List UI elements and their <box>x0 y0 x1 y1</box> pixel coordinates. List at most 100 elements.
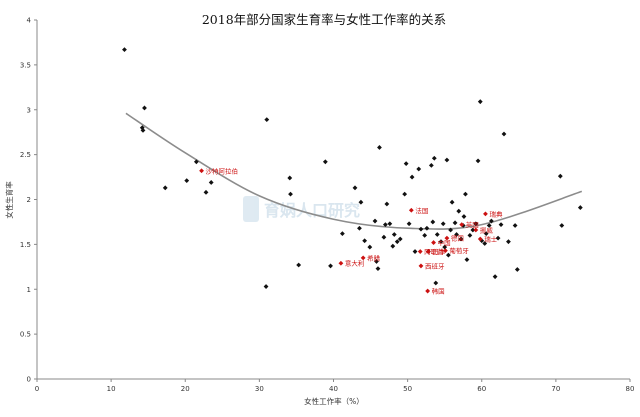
y-tick-label: 2.5 <box>20 151 31 159</box>
data-point <box>438 239 444 245</box>
data-point <box>440 221 446 227</box>
data-point <box>397 236 403 242</box>
data-point <box>362 238 368 244</box>
data-point <box>263 284 269 289</box>
point-label: 西班牙 <box>425 261 445 270</box>
x-tick-label: 70 <box>551 385 560 393</box>
data-point <box>387 221 393 227</box>
data-point <box>454 232 459 237</box>
data-point <box>445 252 451 258</box>
point-label: 瑞典 <box>489 209 503 218</box>
data-point <box>433 280 439 286</box>
data-point <box>208 180 214 185</box>
data-point <box>458 236 464 242</box>
data-point <box>418 226 424 232</box>
data-point <box>328 263 333 269</box>
x-tick-label: 60 <box>477 385 486 393</box>
data-point <box>434 232 440 237</box>
data-point <box>203 189 209 195</box>
highlighted-data-point <box>199 168 204 174</box>
data-point <box>193 159 199 165</box>
data-point <box>139 125 145 131</box>
data-point <box>442 244 448 250</box>
data-point <box>422 233 428 238</box>
data-point <box>357 225 362 231</box>
point-label: 阿联酋 <box>424 247 444 256</box>
data-point <box>377 145 382 150</box>
highlighted-data-point <box>417 249 423 254</box>
data-point <box>482 241 488 246</box>
y-tick-label: 2 <box>27 196 31 204</box>
trendline-curve <box>125 112 583 230</box>
point-label: 中国 <box>438 238 451 247</box>
point-label: 希腊 <box>367 253 381 262</box>
highlighted-data-point <box>360 255 366 261</box>
highlighted-data-point <box>338 260 344 266</box>
watermark-logo-icon <box>243 196 259 222</box>
data-point <box>390 243 396 249</box>
axes: 0 10 20 30 40 50 60 70 80 0 0.5 1 1.5 2 2.5 3 3.5 4 <box>20 17 635 394</box>
data-point <box>339 231 345 237</box>
point-label: 德国 <box>451 234 464 243</box>
y-tick-label: 1.5 <box>20 241 31 249</box>
data-point <box>358 199 364 205</box>
watermark-text: 育娲人口研究 <box>264 201 360 220</box>
data-point <box>461 214 467 219</box>
y-tick-label: 0 <box>27 376 31 384</box>
x-axis-label: 女性工作率（%） <box>304 396 364 406</box>
highlighted-data-point <box>477 236 483 242</box>
data-point <box>264 117 270 123</box>
data-point <box>322 159 328 165</box>
data-point <box>577 205 583 210</box>
data-point <box>428 162 434 168</box>
data-point <box>412 249 418 254</box>
highlighted-data-point <box>443 248 448 254</box>
data-point <box>464 257 470 263</box>
x-tick-label: 30 <box>255 385 264 393</box>
data-point <box>470 227 476 233</box>
data-point <box>384 201 390 207</box>
x-tick-label: 10 <box>107 385 116 393</box>
data-point <box>444 157 450 163</box>
data-points <box>122 47 583 294</box>
data-point <box>501 131 507 137</box>
chart-title: 2018年部分国家生育率与女性工作率的关系 <box>202 12 446 27</box>
highlighted-data-point <box>408 207 414 213</box>
data-point <box>375 266 381 272</box>
data-point <box>463 191 468 197</box>
x-tick-label: 50 <box>403 385 412 393</box>
x-tick-label: 40 <box>329 385 338 393</box>
point-label: 法国 <box>415 206 428 215</box>
data-point <box>382 222 388 228</box>
point-label: 瑞士 <box>484 234 498 243</box>
data-point <box>473 221 479 227</box>
point-label: 日本 <box>432 247 446 256</box>
data-point <box>430 219 436 225</box>
data-point <box>486 223 492 228</box>
data-point <box>367 244 373 250</box>
data-point <box>402 191 408 197</box>
x-tick-label: 20 <box>181 385 190 393</box>
data-point <box>288 191 293 197</box>
highlighted-data-point <box>425 249 431 254</box>
data-point <box>424 225 430 231</box>
data-point <box>391 232 397 237</box>
data-point <box>477 99 483 105</box>
highlighted-data-point <box>425 288 431 294</box>
data-point <box>431 155 437 161</box>
data-point <box>416 166 422 172</box>
data-point <box>287 175 293 181</box>
data-point <box>162 185 168 191</box>
data-point <box>142 105 147 111</box>
data-point <box>452 220 458 226</box>
x-tick-label: 0 <box>35 385 39 393</box>
highlighted-data-point <box>431 240 436 245</box>
data-point <box>506 239 511 245</box>
data-point <box>475 158 481 164</box>
data-point <box>492 274 498 280</box>
data-point <box>512 223 518 228</box>
y-tick-label: 0.5 <box>20 331 31 339</box>
data-point <box>467 233 473 238</box>
data-point <box>559 223 565 228</box>
